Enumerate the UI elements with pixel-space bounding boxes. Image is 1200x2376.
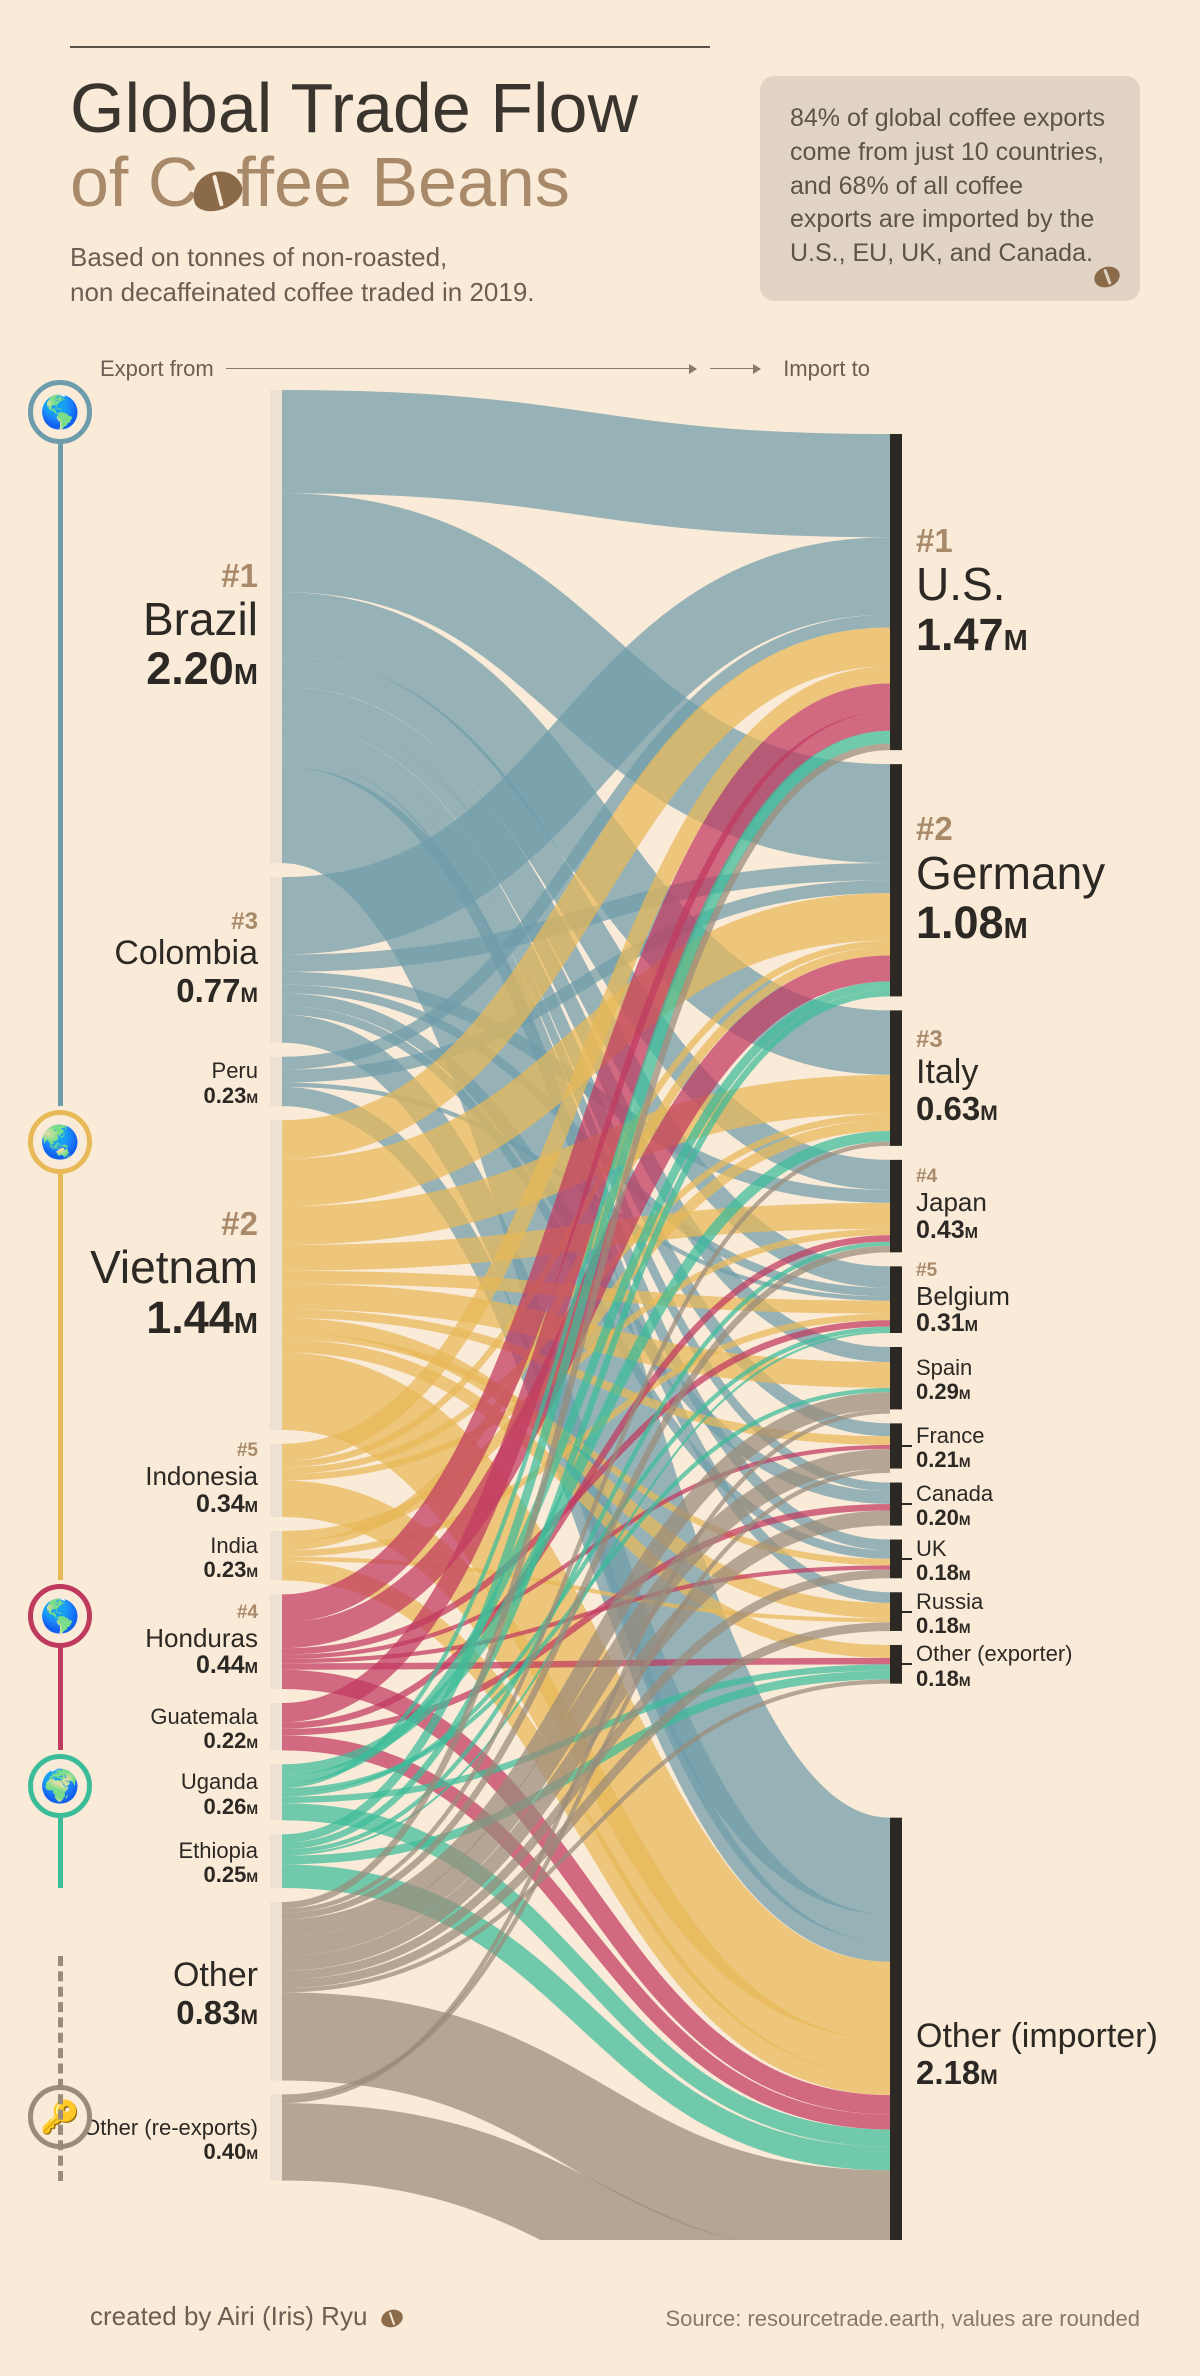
exporter-label: #4Honduras0.44M bbox=[145, 1603, 258, 1680]
importer-label: France0.21M bbox=[916, 1424, 984, 1472]
exporter-label: Guatemala0.22M bbox=[150, 1705, 258, 1753]
region-bar bbox=[58, 1648, 63, 1750]
leader-line bbox=[902, 1445, 912, 1447]
credit-text: created by Airi (Iris) Ryu bbox=[90, 2301, 403, 2332]
leader-line bbox=[902, 1503, 912, 1505]
importer-node bbox=[890, 1645, 902, 1684]
region-bar bbox=[58, 1818, 63, 1888]
region-bar bbox=[58, 444, 63, 1106]
exporter-label: #1Brazil2.20M bbox=[143, 558, 258, 694]
importer-node bbox=[890, 1010, 902, 1145]
exporter-label: Other (re-exports)0.40M bbox=[83, 2116, 258, 2164]
importer-node bbox=[890, 1423, 902, 1468]
globe-icon: 🌍 bbox=[40, 1767, 80, 1805]
exporter-node bbox=[270, 1902, 282, 2080]
importer-label: Other (exporter)0.18M bbox=[916, 1642, 1073, 1690]
callout-box: 84% of global coffee exports come from j… bbox=[760, 76, 1140, 301]
callout-text: 84% of global coffee exports come from j… bbox=[790, 104, 1105, 267]
coffee-bean-icon bbox=[378, 2307, 404, 2330]
exporter-node bbox=[270, 1834, 282, 1888]
importer-label: #4Japan0.43M bbox=[916, 1167, 987, 1244]
exporter-node bbox=[270, 877, 282, 1043]
coffee-bean-icon bbox=[1091, 263, 1122, 291]
source-text: Source: resourcetrade.earth, values are … bbox=[665, 2306, 1140, 2332]
importer-label: Other (importer)2.18M bbox=[916, 2018, 1158, 2092]
exporter-label: #3Colombia0.77M bbox=[114, 909, 258, 1009]
title-prefix: of C bbox=[70, 143, 198, 221]
importer-node bbox=[890, 1160, 902, 1252]
importer-label: UK0.18M bbox=[916, 1537, 971, 1585]
exporter-node bbox=[270, 1444, 282, 1517]
exporter-node bbox=[270, 390, 282, 863]
globe-icon: 🌎 bbox=[40, 1597, 80, 1635]
leader-line bbox=[902, 1611, 912, 1613]
importer-node bbox=[890, 1266, 902, 1333]
exporter-label: #5Indonesia0.34M bbox=[145, 1441, 258, 1518]
region-bar bbox=[58, 1174, 63, 1580]
importer-label: Russia0.18M bbox=[916, 1590, 983, 1638]
exporter-label: Uganda0.26M bbox=[181, 1770, 258, 1818]
exporter-node bbox=[270, 1594, 282, 1689]
importer-node bbox=[890, 434, 902, 750]
region-bar bbox=[58, 1956, 63, 2181]
axis-arrow bbox=[710, 368, 760, 369]
exporter-label: Peru0.23M bbox=[204, 1059, 259, 1107]
exporter-node bbox=[270, 1703, 282, 1750]
axis-export-label: Export from bbox=[100, 356, 214, 382]
header-rule bbox=[70, 46, 710, 48]
exporter-label: India0.23M bbox=[204, 1534, 259, 1582]
globe-icon: 🌏 bbox=[40, 1123, 80, 1161]
importer-node bbox=[890, 764, 902, 996]
axis-import-label: Import to bbox=[783, 356, 870, 382]
region-icon: 🌏 bbox=[28, 1110, 92, 1174]
exporter-label: Other0.83M bbox=[173, 1957, 258, 2031]
importer-label: #3Italy0.63M bbox=[916, 1027, 998, 1127]
sankey-flow bbox=[282, 442, 890, 486]
exporter-label: Ethiopia0.25M bbox=[178, 1839, 258, 1887]
region-icon: 🌎 bbox=[28, 380, 92, 444]
importer-node bbox=[890, 1483, 902, 1526]
subtitle: Based on tonnes of non-roasted, non deca… bbox=[70, 240, 535, 310]
importer-label: Canada0.20M bbox=[916, 1482, 993, 1530]
exporter-label: #2Vietnam1.44M bbox=[90, 1206, 258, 1342]
importer-label: #5Belgium0.31M bbox=[916, 1261, 1010, 1338]
importer-node bbox=[890, 1540, 902, 1579]
region-icon: 🌍 bbox=[28, 1754, 92, 1818]
title: Global Trade Flow of C ffee Beans bbox=[70, 72, 638, 219]
exporter-node bbox=[270, 1764, 282, 1820]
region-icon: 🌎 bbox=[28, 1584, 92, 1648]
importer-label: Spain0.29M bbox=[916, 1356, 972, 1404]
importer-label: #1U.S.1.47M bbox=[916, 523, 1028, 659]
title-line1: Global Trade Flow bbox=[70, 69, 638, 147]
importer-label: #2Germany1.08M bbox=[916, 811, 1105, 947]
title-suffix: ffee Beans bbox=[236, 143, 569, 221]
importer-node bbox=[890, 1592, 902, 1631]
exporter-node bbox=[270, 1057, 282, 1106]
importer-node bbox=[890, 1818, 902, 2240]
exporter-node bbox=[270, 1120, 282, 1430]
globe-icon: 🌎 bbox=[40, 393, 80, 431]
leader-line bbox=[902, 1558, 912, 1560]
importer-node bbox=[890, 1347, 902, 1409]
leader-line bbox=[902, 1663, 912, 1665]
exporter-node bbox=[270, 1531, 282, 1580]
axis-arrow bbox=[226, 368, 696, 369]
exporter-node bbox=[270, 2095, 282, 2181]
